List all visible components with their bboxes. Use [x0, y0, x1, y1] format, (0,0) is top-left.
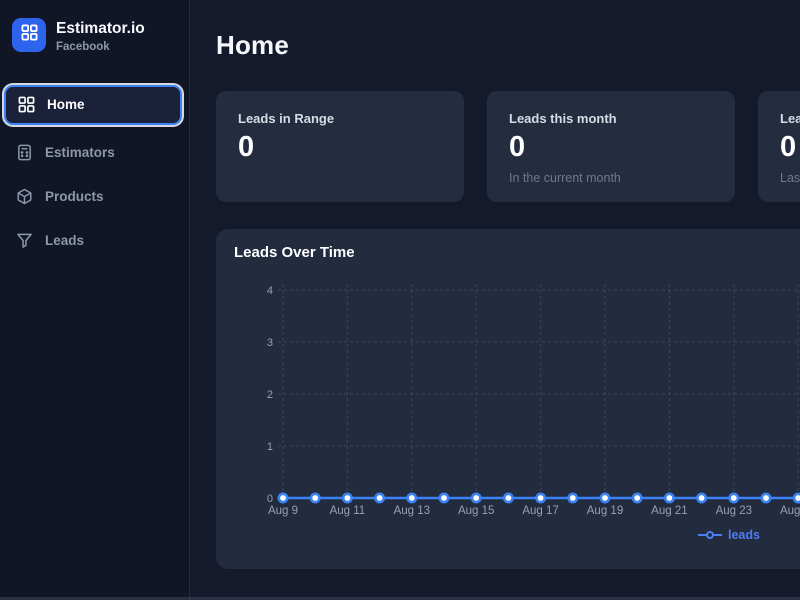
horizontal-scrollbar[interactable]: [0, 597, 800, 600]
sidebar-item-label: Products: [45, 189, 104, 205]
grid-icon: [21, 24, 38, 46]
sidebar-item-label: Home: [47, 97, 85, 113]
svg-text:Aug 21: Aug 21: [651, 505, 687, 517]
sidebar-item-label: Estimators: [45, 145, 115, 161]
app-name: Estimator.io: [56, 20, 145, 37]
svg-text:4: 4: [267, 285, 273, 297]
stat-cards-row: Leads in Range 0 Leads this month 0 In t…: [216, 91, 800, 202]
stat-label: Leads in Range: [238, 111, 335, 126]
svg-text:Aug 9: Aug 9: [268, 505, 298, 517]
svg-text:2: 2: [267, 389, 273, 401]
leads-line-chart: 0 1 2 3 4 Aug 9 Aug 11 Aug 13 Aug 15 Aug 17 Aug 19…: [267, 284, 800, 517]
stat-label: Leads last month: [780, 111, 800, 126]
chart-title: Leads Over Time: [234, 244, 355, 261]
stat-subtitle: Last month: [780, 171, 800, 185]
leads-over-time-chart-card: Leads Over Time 0 1 2 3 4 Aug 9 Aug 11 Aug 13 Au…: [216, 229, 800, 569]
workspace-name: Facebook: [56, 41, 110, 54]
sidebar-item-products[interactable]: Products: [0, 175, 189, 219]
stat-subtitle: In the current month: [509, 171, 621, 185]
svg-text:Aug 19: Aug 19: [587, 505, 623, 517]
chart-legend-leads[interactable]: leads: [698, 528, 760, 542]
app-logo: [12, 18, 46, 52]
sidebar-nav: Home Estimators Products: [0, 83, 189, 263]
sidebar-item-estimators[interactable]: Estimators: [0, 131, 189, 175]
funnel-icon: [16, 232, 33, 249]
sidebar-item-home[interactable]: Home: [4, 84, 182, 125]
svg-text:Aug 11: Aug 11: [330, 505, 366, 517]
stat-card-leads-in-range: Leads in Range 0: [216, 91, 464, 202]
svg-text:Aug 13: Aug 13: [394, 505, 430, 517]
page-title: Home: [216, 30, 290, 60]
grid-icon: [18, 96, 35, 113]
sidebar-item-label: Leads: [45, 233, 85, 249]
stat-label: Leads this month: [509, 111, 617, 126]
stat-value: 0: [780, 131, 797, 163]
cube-icon: [16, 188, 33, 205]
stat-value: 0: [509, 131, 526, 163]
sidebar-item-leads[interactable]: Leads: [0, 219, 189, 263]
stat-card-leads-last-month: Leads last month 0 Last month: [758, 91, 800, 202]
sidebar: Estimator.io Facebook Home: [0, 0, 190, 600]
calculator-icon: [16, 144, 33, 161]
svg-text:Aug 23: Aug 23: [716, 505, 752, 517]
legend-line-point-icon: [698, 531, 722, 539]
svg-text:0: 0: [267, 493, 273, 505]
brand: Estimator.io Facebook: [0, 12, 189, 69]
stat-value: 0: [238, 131, 255, 163]
legend-label: leads: [728, 528, 760, 542]
svg-text:3: 3: [267, 337, 273, 349]
stat-card-leads-this-month: Leads this month 0 In the current month: [487, 91, 735, 202]
svg-text:1: 1: [267, 441, 273, 453]
svg-text:Aug 17: Aug 17: [522, 505, 558, 517]
main-content: Home Leads in Range 0 Leads this month 0…: [190, 0, 800, 600]
svg-text:Aug 15: Aug 15: [458, 505, 494, 517]
svg-text:Aug 25: Aug 25: [780, 505, 800, 517]
